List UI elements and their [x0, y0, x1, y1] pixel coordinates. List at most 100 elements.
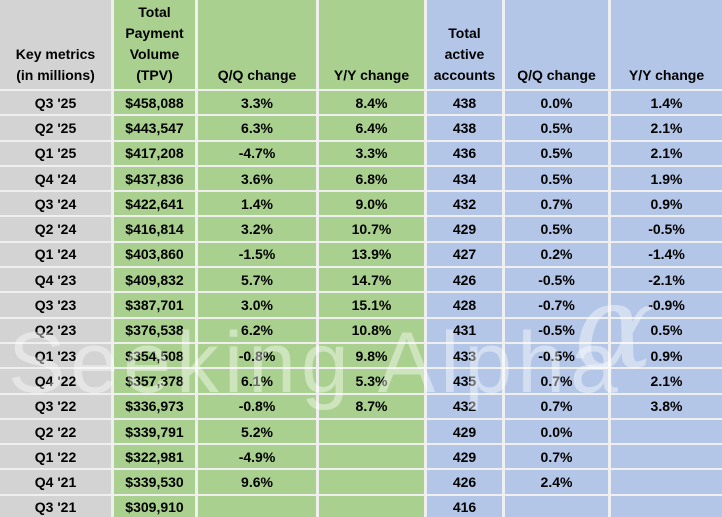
cell-accounts-yy-change [611, 495, 722, 517]
table-row: Q4 '21 $339,530 9.6% 426 2.4% [0, 470, 722, 494]
table-row: Q1 '25 $417,208 -4.7% 3.3% 436 0.5% 2.1% [0, 141, 722, 165]
cell-tpv-qq-change: 9.6% [198, 470, 316, 494]
cell-tpv: $422,641 [114, 192, 195, 216]
cell-active-accounts: 429 [427, 445, 502, 469]
cell-active-accounts: 429 [427, 419, 502, 444]
cell-tpv-yy-change: 8.7% [319, 394, 424, 418]
cell-active-accounts: 438 [427, 91, 502, 115]
cell-tpv-qq-change: 5.7% [198, 268, 316, 292]
cell-tpv-yy-change: 6.8% [319, 166, 424, 191]
cell-tpv-yy-change: 9.0% [319, 192, 424, 216]
cell-quarter-label: Q4 '21 [0, 470, 111, 494]
cell-active-accounts: 436 [427, 141, 502, 165]
cell-quarter-label: Q4 '24 [0, 166, 111, 191]
cell-tpv-yy-change [319, 495, 424, 517]
cell-active-accounts: 426 [427, 470, 502, 494]
table-row: Q1 '24 $403,860 -1.5% 13.9% 427 0.2% -1.… [0, 242, 722, 267]
table-row: Q3 '22 $336,973 -0.8% 8.7% 432 0.7% 3.8% [0, 394, 722, 418]
cell-quarter-label: Q2 '22 [0, 419, 111, 444]
table-row: Q3 '25 $458,088 3.3% 8.4% 438 0.0% 1.4% [0, 91, 722, 115]
cell-tpv-yy-change: 6.4% [319, 116, 424, 140]
cell-accounts-yy-change [611, 419, 722, 444]
cell-accounts-qq-change: -0.7% [505, 293, 608, 317]
column-header-tpv-qq: Q/Q change [198, 0, 316, 89]
cell-accounts-yy-change: 2.1% [611, 369, 722, 393]
cell-accounts-yy-change [611, 470, 722, 494]
cell-tpv-qq-change: 3.3% [198, 91, 316, 115]
table-row: Q3 '23 $387,701 3.0% 15.1% 428 -0.7% -0.… [0, 293, 722, 317]
cell-quarter-label: Q1 '24 [0, 242, 111, 267]
cell-accounts-yy-change: 0.9% [611, 192, 722, 216]
cell-quarter-label: Q3 '24 [0, 192, 111, 216]
cell-accounts-qq-change: -0.5% [505, 268, 608, 292]
column-header-accounts-qq: Q/Q change [505, 0, 608, 89]
cell-quarter-label: Q1 '22 [0, 445, 111, 469]
cell-accounts-yy-change: 2.1% [611, 116, 722, 140]
cell-tpv: $354,508 [114, 343, 195, 368]
cell-tpv-yy-change: 3.3% [319, 141, 424, 165]
cell-tpv-yy-change: 10.7% [319, 217, 424, 241]
cell-quarter-label: Q1 '25 [0, 141, 111, 165]
table-row: Q4 '22 $357,378 6.1% 5.3% 435 0.7% 2.1% [0, 369, 722, 393]
cell-accounts-qq-change: 0.7% [505, 394, 608, 418]
cell-accounts-qq-change: -0.5% [505, 343, 608, 368]
cell-tpv-qq-change: -1.5% [198, 242, 316, 267]
cell-accounts-qq-change: -0.5% [505, 318, 608, 342]
cell-tpv-qq-change: 3.0% [198, 293, 316, 317]
cell-accounts-yy-change: 1.4% [611, 91, 722, 115]
column-header-accounts-yy: Y/Y change [611, 0, 722, 89]
cell-accounts-yy-change: -0.9% [611, 293, 722, 317]
cell-active-accounts: 416 [427, 495, 502, 517]
table-row: Q3 '24 $422,641 1.4% 9.0% 432 0.7% 0.9% [0, 192, 722, 216]
cell-accounts-qq-change: 0.5% [505, 141, 608, 165]
cell-accounts-yy-change: 1.9% [611, 166, 722, 191]
column-header-key-metrics: Key metrics (in millions) [0, 0, 111, 89]
cell-accounts-qq-change: 0.5% [505, 166, 608, 191]
cell-quarter-label: Q3 '25 [0, 91, 111, 115]
cell-tpv: $376,538 [114, 318, 195, 342]
cell-tpv: $416,814 [114, 217, 195, 241]
cell-tpv-qq-change: 6.2% [198, 318, 316, 342]
header-row: Key metrics (in millions) Total Payment … [0, 0, 722, 89]
cell-active-accounts: 427 [427, 242, 502, 267]
cell-tpv: $387,701 [114, 293, 195, 317]
column-header-accounts: Total active accounts [427, 0, 502, 89]
cell-quarter-label: Q3 '21 [0, 495, 111, 517]
table-row: Q2 '25 $443,547 6.3% 6.4% 438 0.5% 2.1% [0, 116, 722, 140]
cell-accounts-yy-change: 2.1% [611, 141, 722, 165]
cell-tpv: $339,791 [114, 419, 195, 444]
cell-tpv-qq-change: 5.2% [198, 419, 316, 444]
cell-accounts-qq-change: 0.7% [505, 369, 608, 393]
cell-accounts-yy-change: 0.5% [611, 318, 722, 342]
cell-tpv-yy-change: 15.1% [319, 293, 424, 317]
cell-active-accounts: 428 [427, 293, 502, 317]
cell-tpv: $309,910 [114, 495, 195, 517]
cell-quarter-label: Q2 '25 [0, 116, 111, 140]
cell-active-accounts: 438 [427, 116, 502, 140]
cell-quarter-label: Q3 '23 [0, 293, 111, 317]
cell-tpv: $437,836 [114, 166, 195, 191]
table-row: Q1 '22 $322,981 -4.9% 429 0.7% [0, 445, 722, 469]
cell-accounts-yy-change: -2.1% [611, 268, 722, 292]
cell-tpv: $357,378 [114, 369, 195, 393]
table-row: Q4 '24 $437,836 3.6% 6.8% 434 0.5% 1.9% [0, 166, 722, 191]
cell-tpv: $409,832 [114, 268, 195, 292]
cell-tpv-yy-change: 14.7% [319, 268, 424, 292]
cell-accounts-yy-change [611, 445, 722, 469]
cell-tpv-yy-change [319, 419, 424, 444]
table-row: Q1 '23 $354,508 -0.8% 9.8% 433 -0.5% 0.9… [0, 343, 722, 368]
cell-tpv-yy-change: 9.8% [319, 343, 424, 368]
cell-tpv-yy-change: 8.4% [319, 91, 424, 115]
cell-tpv-yy-change: 5.3% [319, 369, 424, 393]
cell-tpv-qq-change: 3.6% [198, 166, 316, 191]
cell-active-accounts: 435 [427, 369, 502, 393]
cell-accounts-yy-change: 0.9% [611, 343, 722, 368]
cell-accounts-qq-change: 0.0% [505, 91, 608, 115]
cell-tpv-qq-change [198, 495, 316, 517]
cell-tpv: $339,530 [114, 470, 195, 494]
cell-tpv-qq-change: -4.7% [198, 141, 316, 165]
cell-tpv-qq-change: -0.8% [198, 343, 316, 368]
cell-quarter-label: Q4 '23 [0, 268, 111, 292]
cell-tpv-yy-change [319, 445, 424, 469]
